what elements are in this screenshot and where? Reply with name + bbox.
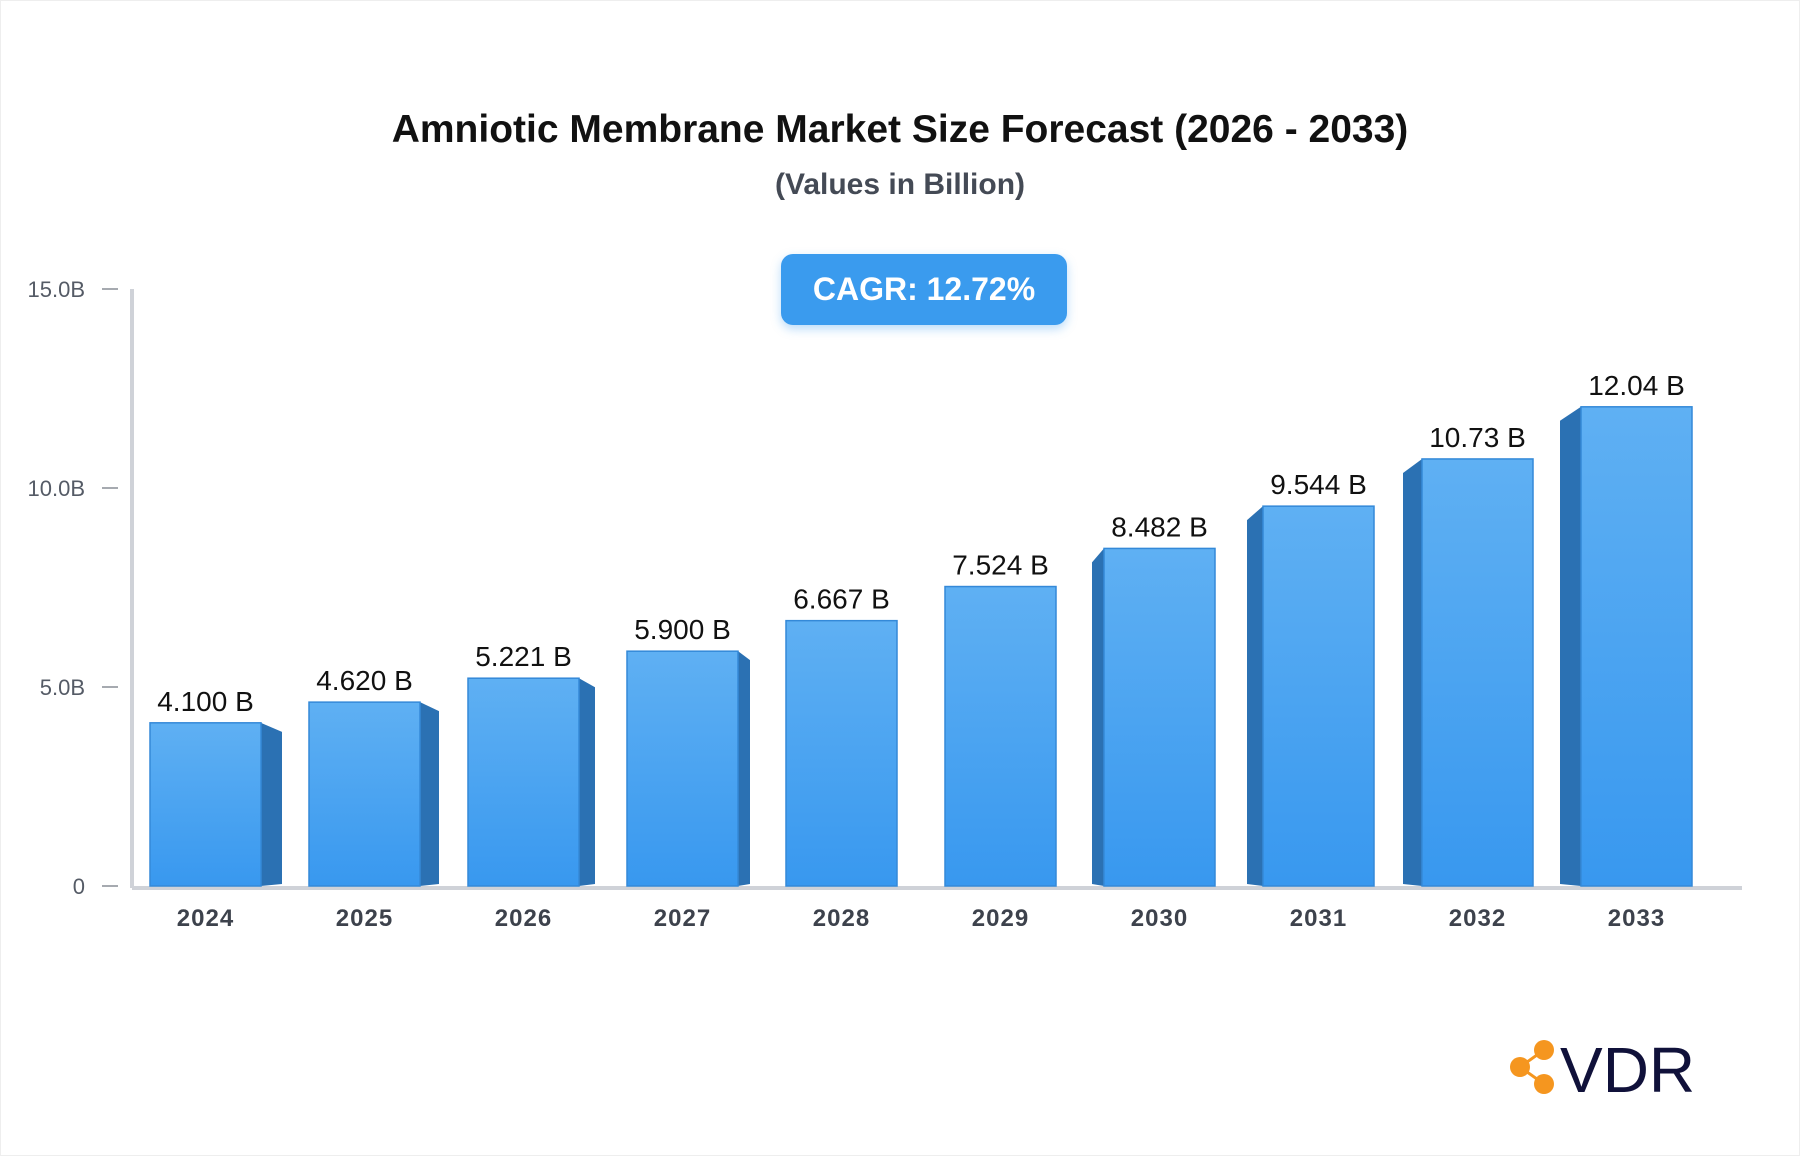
data-label: 6.667 B	[793, 584, 890, 615]
data-label: 10.73 B	[1429, 422, 1526, 453]
x-tick-label: 2032	[1449, 905, 1506, 932]
y-tick-label: 10.0B	[28, 476, 86, 501]
x-tick-label: 2030	[1131, 905, 1188, 932]
y-tick-label: 5.0B	[40, 675, 85, 700]
bar-side	[1247, 506, 1263, 886]
bar	[149, 722, 262, 887]
y-tick-label: 0	[73, 874, 85, 899]
bar	[1580, 406, 1693, 887]
bar	[1262, 505, 1375, 887]
cagr-badge: CAGR: 12.72%	[781, 254, 1067, 325]
x-tick-label: 2033	[1608, 905, 1665, 932]
data-label: 12.04 B	[1588, 370, 1685, 401]
bar	[1103, 547, 1216, 887]
data-label: 8.482 B	[1111, 511, 1208, 542]
bar	[1421, 458, 1534, 887]
data-label: 5.221 B	[475, 641, 572, 672]
bar	[308, 701, 421, 887]
data-label: 4.100 B	[157, 686, 254, 717]
bar-side	[1092, 548, 1104, 886]
vdr-logo: VDR	[1500, 1030, 1700, 1104]
y-tick-label: 15.0B	[28, 277, 86, 302]
data-label: 9.544 B	[1270, 469, 1367, 500]
bar-side	[261, 722, 282, 886]
x-tick-label: 2026	[495, 905, 552, 932]
bar-side	[1403, 458, 1422, 886]
bar-side	[579, 678, 595, 886]
bar	[785, 619, 898, 887]
x-tick-label: 2029	[972, 905, 1029, 932]
x-tick-label: 2028	[813, 905, 870, 932]
bar	[626, 650, 739, 887]
logo-text: VDR	[1560, 1034, 1695, 1104]
bar	[467, 677, 580, 887]
bar-side	[738, 651, 750, 886]
bar-side	[1560, 406, 1581, 886]
data-label: 5.900 B	[634, 614, 731, 645]
data-label: 4.620 B	[316, 665, 413, 696]
chart-subtitle: (Values in Billion)	[774, 168, 1026, 201]
x-tick-label: 2024	[177, 905, 234, 932]
x-tick-label: 2031	[1290, 905, 1347, 932]
share-nodes-icon: VDR	[1510, 1034, 1695, 1104]
x-tick-label: 2027	[654, 905, 711, 932]
chart-title: Amniotic Membrane Market Size Forecast (…	[391, 108, 1409, 151]
data-label: 7.524 B	[952, 550, 1049, 581]
bar-side	[420, 702, 439, 886]
x-tick-label: 2025	[336, 905, 393, 932]
bar	[944, 585, 1057, 887]
